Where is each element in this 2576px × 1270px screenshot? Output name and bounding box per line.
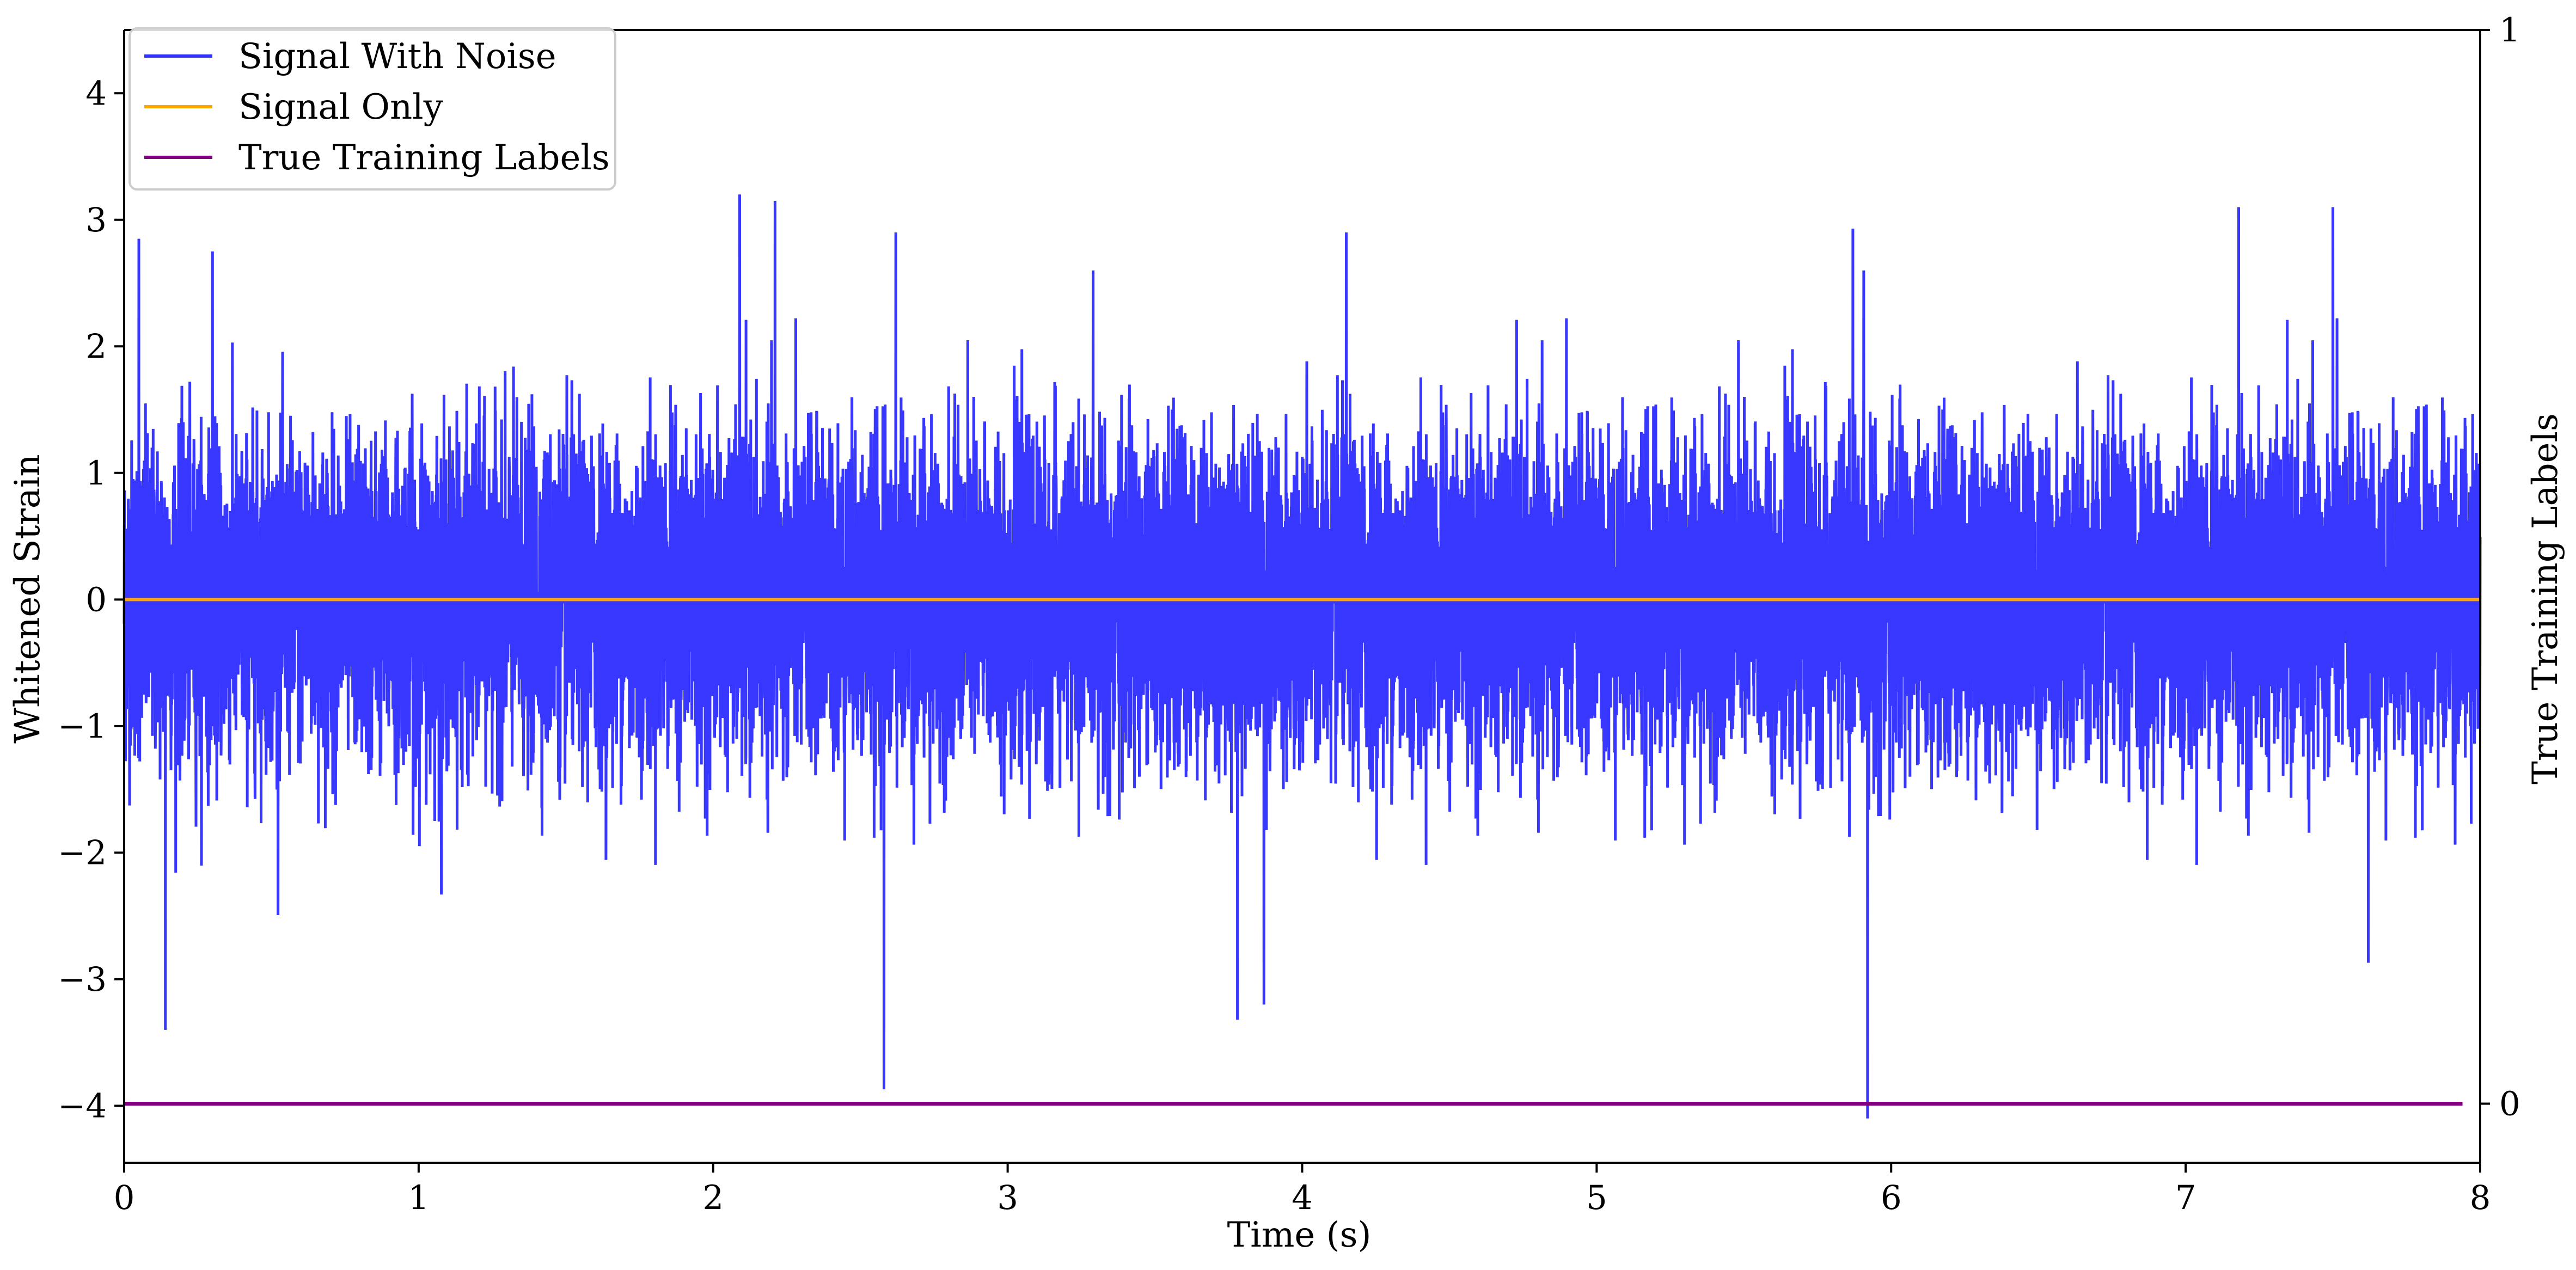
legend: Signal With Noise Signal Only True Train…: [129, 27, 616, 191]
y-tick-label: −4: [58, 1087, 107, 1125]
y-axis-label: Whitened Strain: [8, 454, 48, 743]
x-tick-label: 0: [114, 1179, 135, 1217]
series-lines: [124, 598, 2480, 1106]
ticks: 0 1 2 3 4 5 6 7 8 −4 −3 −2 −1 0 1 2 3 4 0 1: [58, 11, 2520, 1217]
y-tick-label: 3: [85, 201, 107, 240]
legend-label-true-training-labels: True Training Labels: [238, 138, 610, 178]
x-tick-label: 7: [2175, 1179, 2196, 1217]
y-tick-label: −2: [58, 833, 107, 872]
signal-with-noise-series: [123, 194, 2482, 1119]
y2-tick-label: 1: [2499, 11, 2520, 50]
y-tick-label: 4: [85, 74, 107, 113]
y-tick-label: 2: [85, 327, 107, 366]
x-axis-label: Time (s): [1227, 1215, 1372, 1255]
x-tick-label: 8: [2470, 1179, 2491, 1217]
x-tick-label: 3: [997, 1179, 1018, 1217]
y-tick-label: 1: [85, 454, 107, 493]
y-tick-label: −1: [58, 707, 107, 746]
y-tick-label: 0: [85, 580, 107, 619]
y2-axis-label: True Training Labels: [2525, 413, 2566, 784]
x-tick-label: 5: [1586, 1179, 1607, 1217]
signal-with-noise-line: [123, 194, 2482, 1119]
legend-label-signal-with-noise: Signal With Noise: [238, 36, 556, 77]
x-tick-label: 2: [702, 1179, 724, 1217]
y2-tick-label: 0: [2499, 1085, 2520, 1124]
x-tick-label: 4: [1292, 1179, 1313, 1217]
legend-label-signal-only: Signal Only: [238, 87, 443, 127]
legend-box: [129, 27, 616, 191]
x-tick-label: 6: [1881, 1179, 1902, 1217]
x-tick-label: 1: [408, 1179, 429, 1217]
y-tick-label: −3: [58, 960, 107, 999]
